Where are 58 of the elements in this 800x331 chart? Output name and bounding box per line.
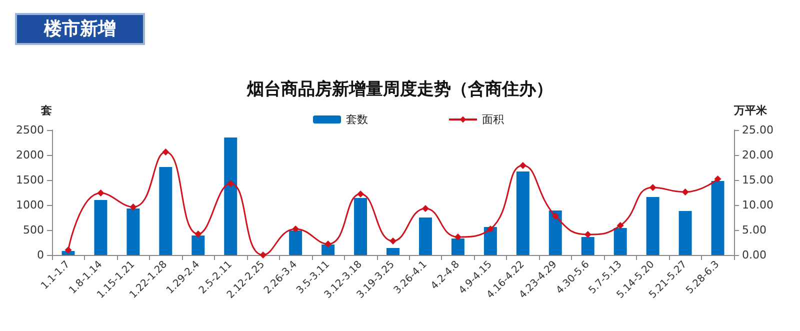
y2-tick-label: 0.00	[742, 248, 766, 262]
bar	[581, 237, 594, 255]
point	[64, 246, 72, 254]
bar	[678, 211, 692, 255]
point	[422, 205, 429, 212]
text: 楼市新增	[43, 18, 116, 40]
y-tick-label: 2500	[16, 124, 44, 136]
bar	[711, 181, 724, 255]
point	[649, 184, 656, 191]
bar	[354, 198, 368, 255]
y-axis-title: 套	[40, 104, 52, 117]
point	[97, 190, 104, 196]
point	[162, 148, 170, 156]
y2-tick-label: 25.00	[742, 124, 774, 136]
point	[357, 190, 364, 198]
bar	[289, 230, 302, 255]
point	[324, 240, 332, 248]
y-tick-label: 1000	[16, 198, 44, 212]
bar	[94, 200, 108, 255]
bar	[451, 238, 464, 255]
y-tick-label: 500	[23, 224, 44, 236]
point	[682, 188, 689, 196]
point	[292, 226, 300, 232]
chart-title: 烟台商品房新增量周度走势（含商住办）	[246, 80, 553, 100]
bar	[548, 210, 562, 255]
point	[519, 162, 526, 169]
y2-tick-label: 10.00	[742, 198, 774, 212]
legend-label: 套数	[346, 113, 368, 126]
point	[714, 176, 722, 182]
point	[616, 222, 624, 229]
y-tick-label: 1500	[16, 174, 44, 186]
bar	[646, 197, 660, 255]
bar	[614, 228, 627, 255]
y2-axis-title: 万平米	[733, 104, 768, 117]
bar	[386, 248, 400, 255]
bar	[126, 208, 140, 255]
point	[227, 180, 234, 187]
y2-tick-label: 15.00	[742, 174, 774, 186]
point	[454, 234, 462, 240]
point	[130, 204, 137, 210]
point	[390, 238, 396, 244]
y-tick-label: 0	[37, 248, 44, 262]
bar	[516, 172, 530, 255]
point	[260, 252, 267, 258]
bar	[192, 236, 205, 255]
bar	[484, 227, 497, 255]
y2-tick-label: 20.00	[742, 148, 774, 162]
point	[486, 226, 494, 232]
point	[552, 212, 559, 220]
bar	[159, 167, 172, 255]
legend-label: 面积	[482, 113, 504, 126]
bar	[224, 138, 238, 255]
y-tick-label: 2000	[16, 148, 44, 162]
y2-tick-label: 5.00	[742, 224, 766, 236]
bar	[418, 218, 432, 255]
bar	[322, 244, 335, 255]
point	[194, 230, 202, 238]
point	[584, 231, 592, 238]
